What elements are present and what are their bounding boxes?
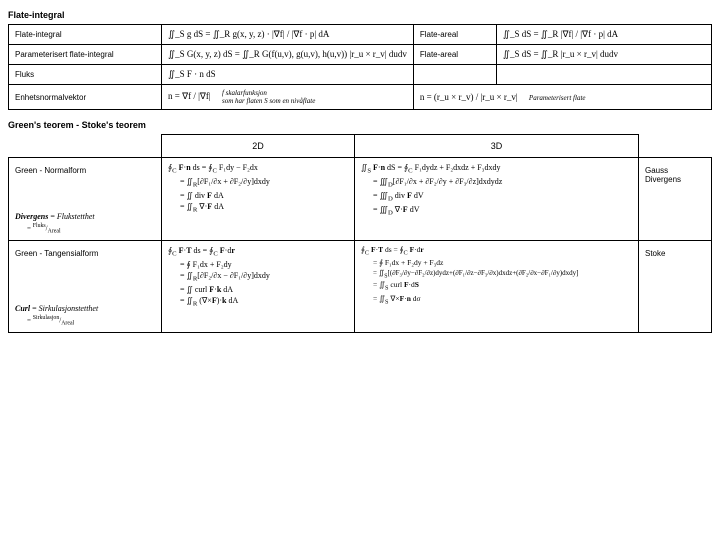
green-normal-2d: ∮C F·n ds = ∮C F₁dy − F₂dx = ∬R[∂F₁/∂x +… [162,158,355,241]
row3-formula2 [496,65,711,85]
table-row: Fluks ∬_S F · n dS [9,65,712,85]
table-green-stoke: 2D 3D Green - Normalform Divergens = Flu… [8,134,712,333]
row4-formula2: n = (r_u × r_v) / |r_u × r_v| Parameteri… [413,85,711,110]
green-tang-label: Green - Tangensialform Curl = Sirkulasjo… [9,241,162,333]
row1-formula2: ∬_S dS = ∬_R |∇f| / |∇f · p| dA [496,25,711,45]
row3-formula1: ∬_S F · n dS [162,65,414,85]
header-2d: 2D [162,135,355,158]
section1-title: Flate-integral [8,10,712,20]
table-row: Parameterisert flate-integral ∬_S G(x, y… [9,45,712,65]
row2-formula1: ∬_S G(x, y, z) dS = ∬_R G(f(u,v), g(u,v)… [162,45,414,65]
row1-label: Flate-integral [9,25,162,45]
row1-formula1: ∬_S g dS = ∬_R g(x, y, z) · |∇f| / |∇f ·… [162,25,414,45]
row3-label2 [413,65,496,85]
row2-formula2: ∬_S dS = ∬_R |r_u × r_v| dudv [496,45,711,65]
table-row: Green - Normalform Divergens = Flukstett… [9,158,712,241]
row2-label2: Flate-areal [413,45,496,65]
table-row: Green - Tangensialform Curl = Sirkulasjo… [9,241,712,333]
green-tang-3d: ∮C F·T ds = ∮C F·dr = ∮ F₁dx + F₂dy + F₃… [355,241,639,333]
green-normal-3d: ∬S F·n dS = ∮C F₁dydz + F₂dxdz + F₃dxdy … [355,158,639,241]
table-header-row: 2D 3D [9,135,712,158]
row4-label: Enhetsnormalvektor [9,85,162,110]
row4-note1: f skalarfunksjonsom har flaten S som en … [222,89,315,105]
empty-header [9,135,162,158]
green-normal-label: Green - Normalform Divergens = Flukstett… [9,158,162,241]
header-3d: 3D [355,135,639,158]
table-row: Flate-integral ∬_S g dS = ∬_R g(x, y, z)… [9,25,712,45]
table-flate-integral: Flate-integral ∬_S g dS = ∬_R g(x, y, z)… [8,24,712,110]
row2-label: Parameterisert flate-integral [9,45,162,65]
row3-label: Fluks [9,65,162,85]
row4-formula1: n = ∇f / |∇f| f skalarfunksjonsom har fl… [162,85,414,110]
row1-label2: Flate-areal [413,25,496,45]
row4-note2: Parameterisert flate [529,94,586,102]
section2-title: Green's teorem - Stoke's teorem [8,120,712,130]
empty-header-right [639,135,712,158]
green-tang-right: Stoke [639,241,712,333]
green-normal-right: GaussDivergens [639,158,712,241]
green-tang-2d: ∮C F·T ds = ∮C F·dr = ∮ F₁dx + F₂dy = ∬R… [162,241,355,333]
table-row: Enhetsnormalvektor n = ∇f / |∇f| f skala… [9,85,712,110]
